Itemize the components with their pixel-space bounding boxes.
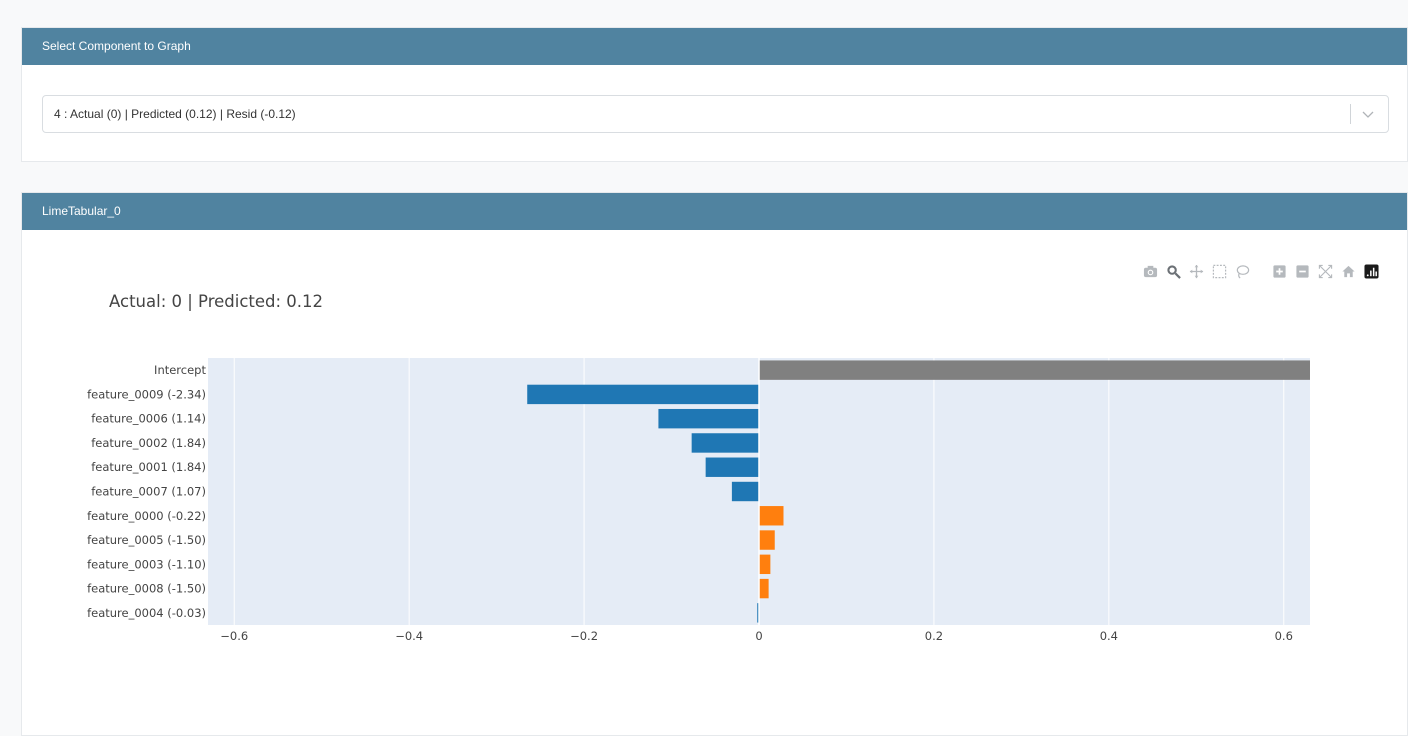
y-tick-label: feature_0004 (-0.03): [87, 606, 206, 620]
pan-icon[interactable]: [1188, 263, 1204, 279]
x-tick-label: −0.4: [395, 629, 423, 643]
x-tick-label: 0.6: [1275, 629, 1293, 643]
bar-8: [759, 554, 771, 575]
lasso-icon[interactable]: [1234, 263, 1250, 279]
x-tick-label: 0: [755, 629, 762, 643]
zoom-out-icon[interactable]: [1294, 263, 1310, 279]
bar-4: [705, 457, 759, 477]
lime-chart-panel: LimeTabular_0 A: [21, 192, 1408, 736]
select-component-panel: Select Component to Graph 4 : Actual (0)…: [21, 27, 1408, 162]
dropdown-selected-value: 4 : Actual (0) | Predicted (0.12) | Resi…: [54, 107, 296, 121]
reset-axes-icon[interactable]: [1340, 263, 1356, 279]
chart-panel-header: LimeTabular_0: [22, 193, 1407, 230]
chevron-down-icon[interactable]: [1360, 104, 1376, 124]
y-tick-label: feature_0003 (-1.10): [87, 557, 206, 571]
component-dropdown[interactable]: 4 : Actual (0) | Predicted (0.12) | Resi…: [42, 95, 1389, 133]
y-tick-label: feature_0000 (-0.22): [87, 509, 206, 523]
y-tick-label: feature_0006 (1.14): [91, 412, 206, 426]
autoscale-icon[interactable]: [1317, 263, 1333, 279]
lime-bar-chart: Intercept feature_0009 (-2.34) feature_000…: [87, 358, 1310, 643]
camera-icon[interactable]: [1142, 263, 1158, 279]
dropdown-separator: [1350, 104, 1351, 124]
bar-5: [731, 481, 759, 502]
x-tick-label: 0.2: [925, 629, 943, 643]
x-tick-label: −0.2: [570, 629, 598, 643]
y-tick-label: Intercept: [154, 363, 206, 377]
bar-2: [658, 408, 759, 429]
select-panel-header: Select Component to Graph: [22, 28, 1407, 65]
y-tick-label: feature_0007 (1.07): [91, 485, 206, 499]
bar-0: [759, 360, 1310, 380]
bar-7: [759, 530, 775, 550]
plot-modebar: [1135, 263, 1379, 279]
box-select-icon[interactable]: [1211, 263, 1227, 279]
y-tick-label: feature_0002 (1.84): [91, 436, 206, 450]
y-tick-label: feature_0008 (-1.50): [87, 582, 206, 596]
y-tick-label: feature_0005 (-1.50): [87, 533, 206, 547]
chart-title: Actual: 0 | Predicted: 0.12: [109, 292, 324, 311]
y-tick-label: feature_0009 (-2.34): [87, 387, 206, 401]
bar-1: [527, 384, 759, 405]
y-tick-label: feature_0001 (1.84): [91, 460, 206, 474]
bar-6: [759, 506, 784, 526]
bar-10: [757, 603, 759, 623]
x-tick-label: −0.6: [220, 629, 248, 643]
bar-9: [759, 578, 769, 599]
x-tick-label: 0.4: [1100, 629, 1118, 643]
bar-3: [691, 433, 759, 453]
zoom-icon[interactable]: [1165, 263, 1181, 279]
zoom-in-icon[interactable]: [1271, 263, 1287, 279]
plotly-logo-icon[interactable]: [1363, 263, 1379, 279]
